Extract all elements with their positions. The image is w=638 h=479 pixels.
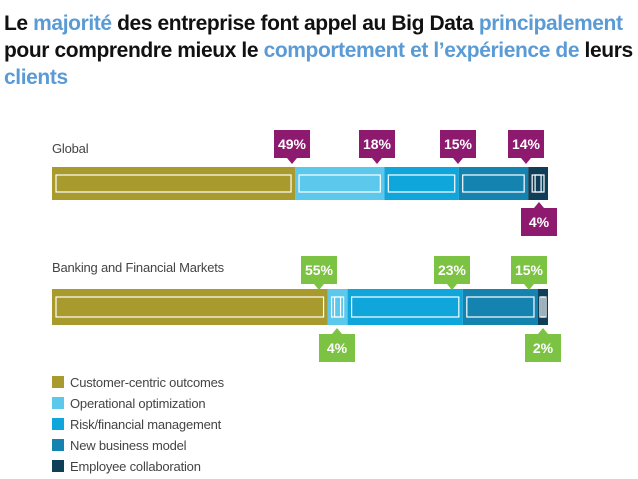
data-label-pointer: [287, 158, 297, 164]
bar-segment: [384, 167, 459, 200]
bar-segment: [52, 289, 328, 325]
legend-label: Operational optimization: [70, 396, 205, 411]
bar-segment-inner: [298, 174, 381, 193]
data-label: 2%: [533, 340, 554, 356]
title-segment: pour comprendre mieux le: [4, 39, 264, 62]
data-label-badge: [274, 130, 310, 158]
data-label-pointer: [534, 202, 544, 208]
data-label-pointer: [314, 284, 324, 290]
bar-segment-inner: [350, 296, 460, 318]
data-label: 15%: [515, 262, 544, 278]
bar-segment-inner: [55, 174, 292, 193]
data-label-badge: [525, 334, 561, 362]
bar-segment-inner: [466, 296, 535, 318]
category-label: Banking and Financial Markets: [52, 260, 225, 275]
legend: Customer-centric outcomes Operational opt…: [52, 375, 225, 474]
data-label-badge: [301, 256, 337, 284]
data-label-pointer: [524, 284, 534, 290]
data-label: 15%: [444, 136, 473, 152]
data-label: 18%: [363, 136, 392, 152]
bar-segment-inner: [333, 296, 342, 318]
bar-segment-inner: [462, 174, 525, 193]
bar-segment: [537, 289, 548, 325]
legend-label: Risk/financial management: [70, 417, 222, 432]
data-label-badge: [440, 130, 476, 158]
legend-label: Employee collaboration: [70, 459, 201, 474]
legend-label: New business model: [70, 438, 187, 453]
data-label-badge: [521, 208, 557, 236]
bar-segment: [462, 289, 538, 325]
bar-segment: [347, 289, 463, 325]
bar-segment: [528, 167, 548, 200]
data-label: 4%: [327, 340, 348, 356]
bar-segment: [295, 167, 385, 200]
title-segment: des entreprise font appel au Big Data: [111, 12, 479, 35]
bar-segment: [327, 289, 348, 325]
data-label-badge: [434, 256, 470, 284]
data-label: 49%: [278, 136, 307, 152]
data-label-pointer: [538, 328, 548, 334]
title-segment: leurs: [579, 39, 634, 62]
legend-swatch: [52, 376, 64, 388]
legend-label: Customer-centric outcomes: [70, 375, 225, 390]
data-label: 23%: [438, 262, 467, 278]
labels-layer: 49% 18% 15% 14% 4% 55% 23% 15% 4% 2%: [274, 130, 561, 362]
bar-segment: [458, 167, 529, 200]
bar-segment-inner: [539, 296, 547, 318]
bar-segment-inner: [55, 296, 325, 318]
legend-swatch: [52, 418, 64, 430]
bar-segment-inner: [534, 174, 542, 193]
title-segment: comportement et l’expérience de: [263, 39, 580, 62]
legend-swatch: [52, 439, 64, 451]
legend-swatch: [52, 397, 64, 409]
data-label-pointer: [332, 328, 342, 334]
slide-title: Le majorité des entreprise font appel au…: [4, 10, 634, 91]
data-label-badge: [319, 334, 355, 362]
bar-segment: [52, 167, 296, 200]
title-segment: majorité: [33, 12, 112, 35]
data-label-pointer: [372, 158, 382, 164]
data-label: 4%: [529, 214, 550, 230]
data-label-badge: [511, 256, 547, 284]
data-label: 14%: [512, 136, 541, 152]
category-label: Global: [52, 141, 89, 156]
data-label-badge: [359, 130, 395, 158]
data-label-pointer: [521, 158, 531, 164]
data-label: 55%: [305, 262, 334, 278]
data-label-pointer: [453, 158, 463, 164]
bars-layer: Global Banking and Financial Markets: [52, 141, 548, 325]
data-label-pointer: [447, 284, 457, 290]
title-segment: clients: [4, 66, 68, 89]
legend-swatch: [52, 460, 64, 472]
title-segment: Le: [4, 12, 34, 35]
bar-segment-inner: [387, 174, 456, 193]
title-segment: principalement: [478, 12, 623, 35]
data-label-badge: [508, 130, 544, 158]
